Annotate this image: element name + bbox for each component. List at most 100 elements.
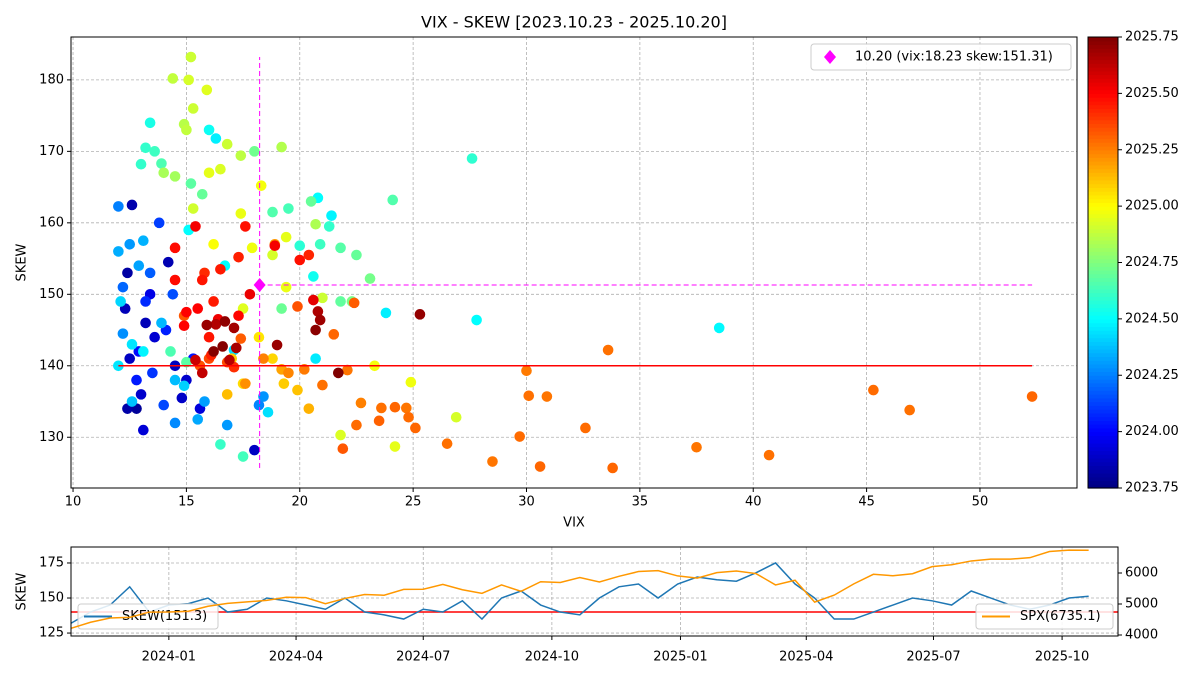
point xyxy=(280,281,292,293)
chart-title: VIX - SKEW [2023.10.23 - 2025.10.20] xyxy=(421,13,727,32)
frame xyxy=(70,546,1119,637)
colorbar-segment xyxy=(1088,209,1118,215)
point xyxy=(310,324,321,336)
point xyxy=(333,367,344,379)
colorbar-segment xyxy=(1088,457,1118,463)
colorbar-segment xyxy=(1088,59,1118,64)
colorbar-segment xyxy=(1088,352,1118,358)
point xyxy=(401,402,412,414)
point xyxy=(126,199,138,211)
colorbar-tick-label: 2025.50 xyxy=(1125,86,1179,101)
colorbar-segment xyxy=(1088,469,1118,474)
colorbar-segment xyxy=(1088,412,1118,418)
point xyxy=(763,449,775,461)
point xyxy=(868,384,879,396)
point xyxy=(237,451,249,462)
point xyxy=(115,296,126,307)
colorbar-segment xyxy=(1088,232,1118,237)
point xyxy=(149,331,160,343)
point xyxy=(292,301,303,312)
point xyxy=(240,378,251,389)
point xyxy=(178,320,190,332)
point xyxy=(389,401,401,413)
colorbar-tick-label: 2025.25 xyxy=(1125,142,1179,157)
legend-box xyxy=(975,603,1114,630)
y-tick-label: 130 xyxy=(39,430,64,445)
point xyxy=(190,221,201,232)
colorbar-segment xyxy=(1088,254,1118,260)
point xyxy=(187,103,199,114)
colorbar-tick-label: 2024.00 xyxy=(1125,424,1179,439)
colorbar-segment xyxy=(1088,138,1118,143)
colorbar-segment xyxy=(1088,179,1118,185)
colorbar-segment xyxy=(1088,285,1118,290)
point xyxy=(450,411,462,423)
x-tick-label: 2024-07 xyxy=(396,650,450,665)
point xyxy=(201,319,213,331)
point xyxy=(303,403,315,414)
colorbar-segment xyxy=(1088,296,1118,301)
legend-marker xyxy=(824,50,836,64)
point xyxy=(178,380,190,392)
point xyxy=(283,367,294,379)
point xyxy=(192,414,204,425)
point xyxy=(176,392,188,404)
point xyxy=(414,309,426,320)
point xyxy=(271,339,283,351)
point xyxy=(441,438,453,449)
point xyxy=(387,194,399,206)
point xyxy=(113,201,124,212)
colorbar-segment xyxy=(1088,375,1118,380)
y2-tick-label: 6000 xyxy=(1125,566,1158,581)
point xyxy=(258,391,269,402)
colorbar-tick-label: 2025.75 xyxy=(1125,30,1179,45)
colorbar-segment xyxy=(1088,386,1118,391)
point xyxy=(235,208,247,219)
colorbar-segment xyxy=(1088,420,1118,425)
colorbar-segment xyxy=(1088,202,1118,207)
point xyxy=(153,217,165,229)
point xyxy=(169,274,181,286)
colorbar-segment xyxy=(1088,367,1118,373)
point xyxy=(126,339,138,350)
point xyxy=(312,306,324,317)
y-tick-label: 180 xyxy=(39,72,64,87)
colorbar-segment xyxy=(1088,273,1118,279)
point xyxy=(403,411,414,423)
point xyxy=(181,124,192,136)
point xyxy=(335,296,346,307)
point xyxy=(156,317,167,329)
colorbar-segment xyxy=(1088,130,1118,136)
point xyxy=(691,441,702,453)
colorbar-segment xyxy=(1088,472,1118,478)
colorbar-segment xyxy=(1088,97,1118,102)
point xyxy=(534,461,546,472)
point xyxy=(521,365,532,377)
x-tick-label: 25 xyxy=(405,495,422,510)
point xyxy=(262,406,274,418)
colorbar-segment xyxy=(1088,262,1118,267)
colorbar-segment xyxy=(1088,292,1118,297)
colorbar-segment xyxy=(1088,277,1118,282)
point xyxy=(1026,391,1038,402)
point xyxy=(713,322,725,334)
point xyxy=(124,353,136,364)
colorbar-segment xyxy=(1088,127,1118,132)
point xyxy=(221,138,233,150)
point xyxy=(240,221,251,232)
point xyxy=(305,196,317,207)
point xyxy=(244,289,256,300)
point xyxy=(235,333,247,344)
point xyxy=(364,273,376,284)
point xyxy=(158,167,170,179)
point xyxy=(187,203,199,214)
legend-box xyxy=(77,603,219,630)
point xyxy=(208,346,219,357)
point xyxy=(140,317,151,329)
point xyxy=(253,331,265,343)
y-tick-label: 125 xyxy=(39,626,64,641)
x-tick-label: 2025-10 xyxy=(1035,650,1089,665)
colorbar-segment xyxy=(1088,161,1118,166)
y-axis-label: SKEW xyxy=(15,572,30,610)
